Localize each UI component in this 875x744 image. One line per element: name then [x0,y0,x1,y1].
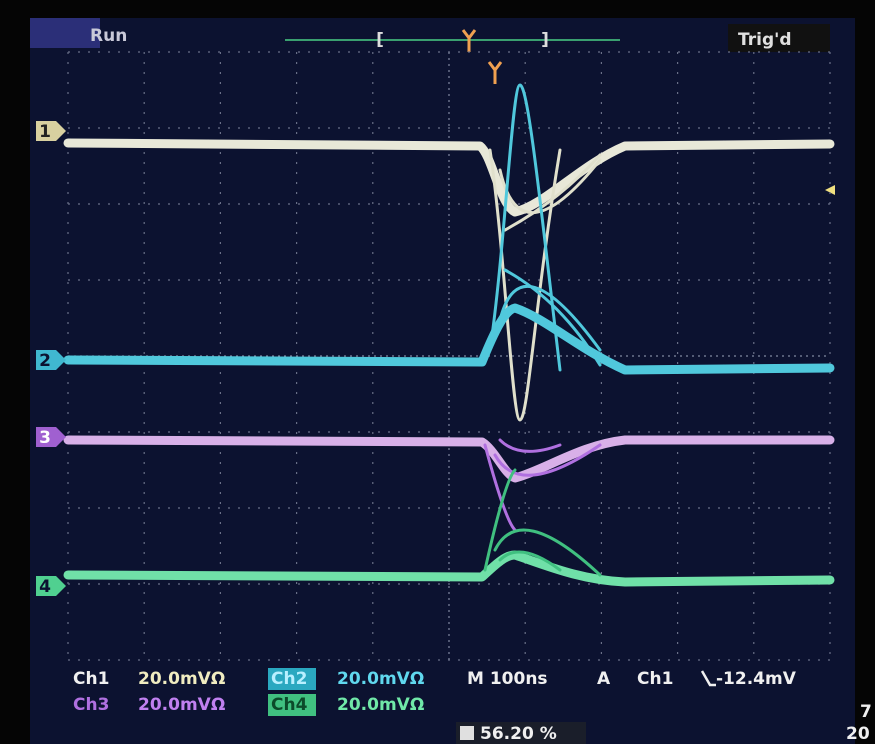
ch3-scale: 20.0mVΩ [138,695,225,715]
ch2-label: Ch2 [271,669,307,689]
ch3-marker-label: 3 [39,428,51,448]
trigger-pos-icon [461,29,477,52]
ch2-overlay [488,83,602,372]
bracket: ] [541,30,549,50]
trigger-marker [487,61,503,84]
ch1-trace [63,138,835,217]
trigger-mode: A [597,669,611,689]
ch4-scale: 20.0mVΩ [337,695,424,715]
bracket: [ [376,30,384,50]
graticule [67,51,831,661]
display [30,18,855,744]
trigger-state: Trig'd [738,30,791,50]
ch4-label-box [268,694,316,716]
ch2-marker [36,350,66,370]
ch1-marker [36,121,66,141]
ch4-trace [63,550,835,587]
ch4-overlay [483,468,602,577]
trigger-slope-icon [700,670,716,687]
readout-panel [68,664,830,744]
ch2-label-box [268,668,316,690]
ch1-label: Ch1 [73,669,109,689]
timebase: M 100ns [467,669,548,689]
run-tab [30,18,100,48]
ch3-label: Ch3 [73,695,109,715]
ch4-marker [36,576,66,596]
trigger-position-box [456,722,586,744]
ch1-marker-label: 1 [39,122,51,142]
trigger-source: Ch1 [637,669,673,689]
date-fragment: 7 [860,702,872,722]
trigger-level: -12.4mV [716,669,797,689]
ch2-marker-label: 2 [39,351,51,371]
date-fragment: 20 [846,724,870,744]
trigger-level-marker [825,185,835,195]
run-status: Run [90,26,127,46]
ch3-marker [36,427,66,447]
channel-markers: 1 2 3 4 [36,121,66,597]
ch1-scale: 20.0mVΩ [138,669,225,689]
trigger-position: 56.20 % [480,724,557,744]
ch4-label: Ch4 [271,695,308,715]
trigd-box [728,24,830,52]
trigger-position-icon [460,726,474,740]
ch2-scale: 20.0mVΩ [337,669,424,689]
ch4-marker-label: 4 [39,577,51,597]
traces [63,83,835,587]
